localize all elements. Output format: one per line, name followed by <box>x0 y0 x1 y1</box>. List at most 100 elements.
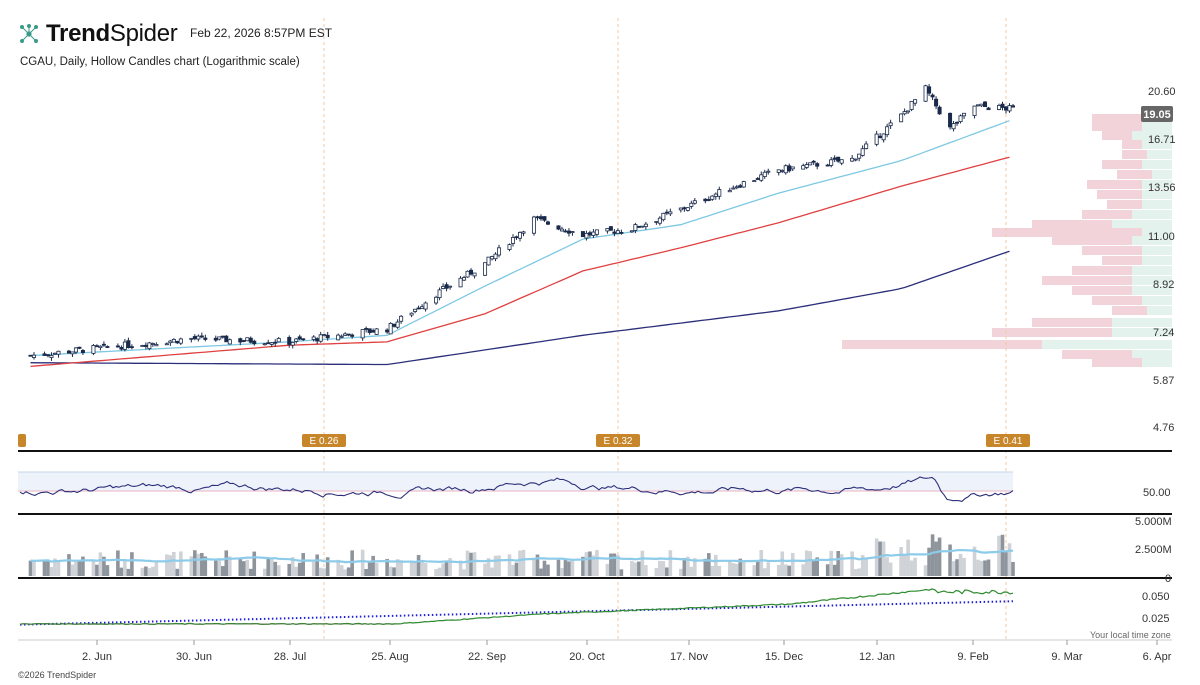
volume-panel: 5.000M 2.500M 0 <box>28 516 1172 585</box>
x-tick-6: 20. Oct <box>569 651 604 663</box>
candle-body <box>766 170 771 173</box>
volume-bar <box>172 551 176 576</box>
candle-body <box>49 355 54 358</box>
candle-body <box>122 341 127 350</box>
candle-body <box>105 346 110 348</box>
volume-bar <box>287 563 292 576</box>
volume-bar <box>227 556 232 576</box>
volume-bar <box>832 564 837 576</box>
candle-body <box>878 135 883 138</box>
candle-body <box>273 341 278 344</box>
local-time-zone-label[interactable]: Your local time zone <box>1090 630 1171 640</box>
volume-bar <box>850 551 854 576</box>
candle-body <box>227 339 232 345</box>
candle-body <box>441 286 446 289</box>
volume-bar <box>238 557 243 576</box>
volume-bar <box>175 568 180 576</box>
candle-body <box>511 237 516 244</box>
candle-body <box>507 244 512 250</box>
volume-bar <box>787 565 792 576</box>
candle-body <box>269 342 274 345</box>
candle-body <box>343 333 348 336</box>
volume-profile-bar-down <box>1082 246 1142 255</box>
volume-profile-bar-up <box>1142 358 1172 367</box>
volume-bar <box>514 562 519 576</box>
earnings-tag-1[interactable] <box>302 434 346 447</box>
volume-bar <box>67 554 71 576</box>
candle-body <box>143 344 148 347</box>
candle-body <box>899 113 904 123</box>
candle-body <box>521 231 526 234</box>
price-tick-7: 5.87 <box>1153 375 1174 387</box>
candle-body <box>832 157 837 160</box>
relative-strength-panel: 0.050 0.025 <box>19 588 1170 626</box>
volume-profile-bar-up <box>1142 140 1172 149</box>
candle-body <box>115 345 120 348</box>
candle-body <box>217 336 222 340</box>
volume-bar <box>815 557 819 576</box>
volume-bar <box>486 558 491 576</box>
volume-bar <box>297 562 302 576</box>
volume-bar <box>927 547 931 576</box>
volume-bar <box>311 561 316 576</box>
volume-bar <box>934 541 938 576</box>
earnings-tag-2[interactable] <box>596 434 640 447</box>
volume-bar <box>448 558 452 576</box>
volume-bar <box>81 556 85 576</box>
volume-profile-bar-down <box>1102 160 1142 169</box>
candle-body <box>171 338 176 343</box>
candle-body <box>175 340 180 344</box>
volume-bar <box>546 564 550 576</box>
candle-body <box>850 157 855 162</box>
volume-bar <box>752 565 757 576</box>
candle-body <box>371 330 376 333</box>
earnings-tag-3[interactable] <box>986 434 1030 447</box>
candle-body <box>853 158 858 161</box>
volume-bar <box>290 557 295 576</box>
volume-bar <box>130 552 134 576</box>
candle-body <box>252 340 257 345</box>
logo-wordmark: TrendSpider <box>46 20 178 48</box>
volume-bar <box>913 557 917 576</box>
volume-bar <box>962 557 966 576</box>
volume-bar <box>116 550 120 576</box>
candle-body <box>570 231 575 234</box>
candle-body <box>906 110 911 113</box>
volume-profile-bar-down <box>1087 180 1142 189</box>
volume-tick-0: 0 <box>1165 573 1171 585</box>
candle-body <box>958 115 963 122</box>
candle-body <box>608 226 613 231</box>
volume-profile-bar-up <box>1132 350 1172 359</box>
volume-bar <box>507 554 512 576</box>
volume-bar <box>140 567 145 576</box>
volume-bar <box>878 541 882 576</box>
volume-bar <box>909 560 914 576</box>
candle-body <box>224 335 229 343</box>
volume-bar <box>619 569 624 576</box>
candle-body <box>563 230 568 233</box>
candle-body <box>374 328 379 335</box>
earnings-tag-partial[interactable] <box>18 434 26 447</box>
volume-bar <box>360 549 365 576</box>
volume-bar <box>839 554 844 576</box>
candle-body <box>682 207 687 210</box>
volume-bar <box>906 539 910 576</box>
volume-bar <box>350 550 354 576</box>
volume-bar <box>434 569 438 576</box>
candle-body <box>703 198 708 202</box>
candle-body <box>514 236 519 239</box>
candle-body <box>339 335 344 338</box>
volume-bar <box>102 556 106 576</box>
volume-bar <box>948 544 952 576</box>
candle-body <box>101 343 106 346</box>
logo-word-trend: Trend <box>46 20 110 47</box>
volume-bar <box>790 552 795 576</box>
volume-profile-bar-up <box>1142 180 1172 189</box>
candle-body <box>409 312 414 316</box>
volume-bar <box>570 558 575 576</box>
candle-body <box>948 112 953 128</box>
volume-bar <box>458 560 463 576</box>
candle-body <box>811 160 816 163</box>
volume-bar <box>937 537 942 576</box>
